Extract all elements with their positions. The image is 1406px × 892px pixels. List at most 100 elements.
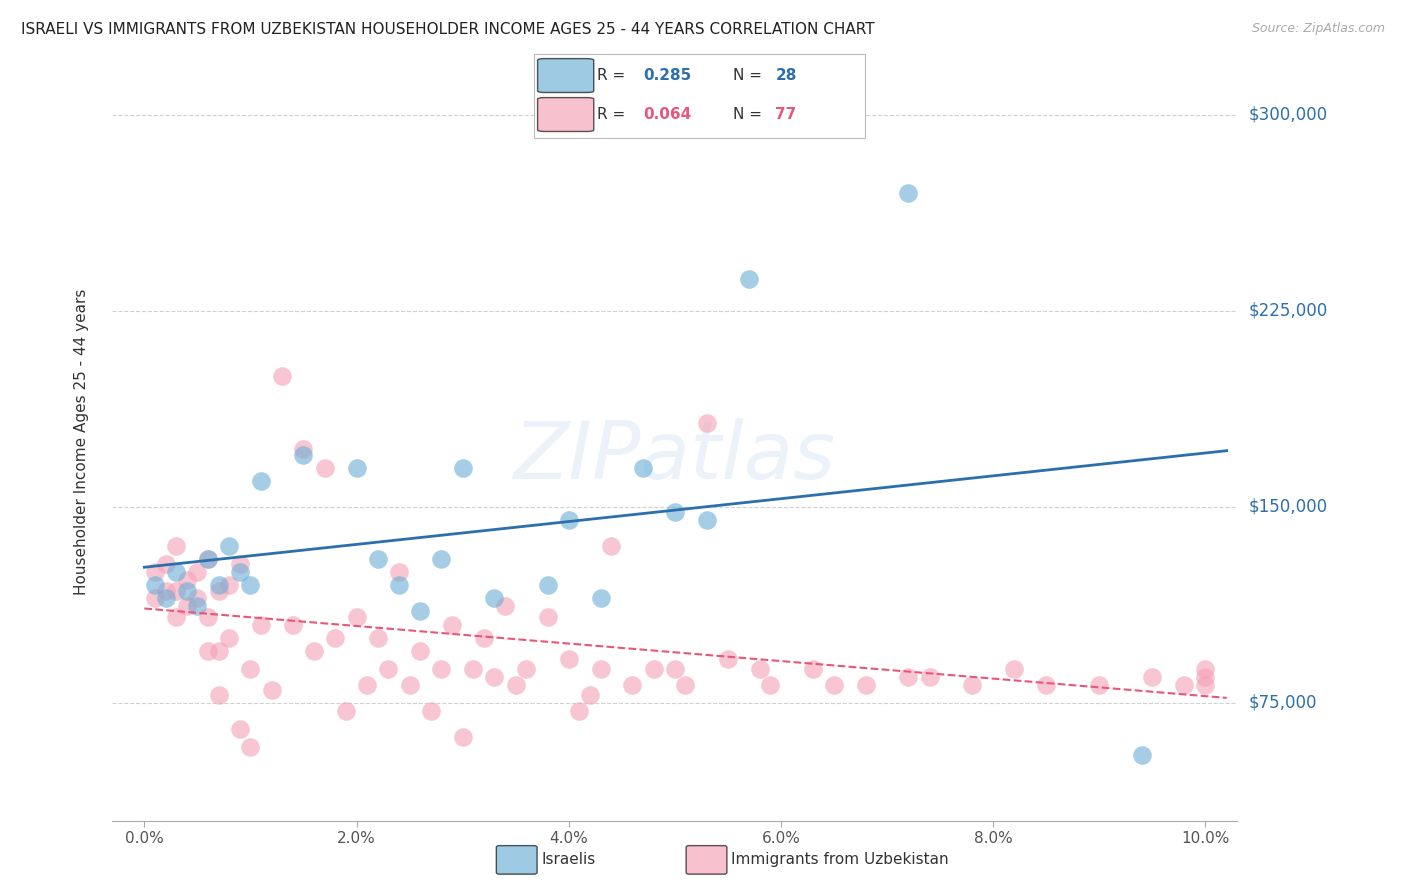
Point bbox=[717, 651, 740, 665]
Point bbox=[165, 583, 187, 598]
Y-axis label: Householder Income Ages 25 - 44 years: Householder Income Ages 25 - 44 years bbox=[75, 288, 89, 595]
Point bbox=[292, 442, 315, 457]
Point bbox=[823, 678, 845, 692]
Point bbox=[229, 558, 252, 572]
Point bbox=[367, 631, 389, 645]
Point bbox=[292, 448, 315, 462]
Point bbox=[186, 599, 208, 614]
Point bbox=[419, 704, 441, 718]
Point bbox=[197, 643, 219, 657]
Point bbox=[738, 272, 761, 286]
Point bbox=[536, 609, 558, 624]
Point bbox=[664, 505, 686, 519]
Point bbox=[176, 599, 198, 614]
Point bbox=[346, 460, 368, 475]
Point bbox=[960, 678, 983, 692]
Point bbox=[463, 662, 485, 676]
Text: N =: N = bbox=[733, 68, 766, 83]
Point bbox=[1035, 678, 1057, 692]
Point bbox=[621, 678, 644, 692]
Point bbox=[207, 578, 229, 592]
Point bbox=[897, 186, 920, 201]
Point bbox=[505, 678, 527, 692]
Point bbox=[472, 631, 495, 645]
Point bbox=[643, 662, 665, 676]
Point bbox=[314, 460, 336, 475]
Text: $225,000: $225,000 bbox=[1249, 301, 1327, 320]
Point bbox=[579, 688, 602, 702]
Point bbox=[1142, 670, 1164, 684]
Point bbox=[748, 662, 770, 676]
Point bbox=[494, 599, 516, 614]
Point bbox=[323, 631, 346, 645]
Point bbox=[664, 662, 686, 676]
Point bbox=[143, 566, 166, 580]
Point bbox=[631, 460, 654, 475]
Point bbox=[229, 566, 252, 580]
Point bbox=[1194, 670, 1216, 684]
Point bbox=[801, 662, 824, 676]
Point bbox=[155, 583, 177, 598]
Point bbox=[430, 552, 453, 566]
Point bbox=[356, 678, 378, 692]
Point bbox=[176, 573, 198, 587]
Point bbox=[1194, 678, 1216, 692]
Point bbox=[250, 474, 273, 488]
Point bbox=[186, 566, 208, 580]
Point bbox=[558, 513, 581, 527]
Point bbox=[759, 678, 782, 692]
Text: N =: N = bbox=[733, 107, 766, 122]
Point bbox=[207, 643, 229, 657]
Point bbox=[377, 662, 399, 676]
Point bbox=[271, 369, 294, 384]
Text: 77: 77 bbox=[776, 107, 797, 122]
Point bbox=[484, 670, 506, 684]
Point bbox=[197, 609, 219, 624]
Text: $75,000: $75,000 bbox=[1249, 694, 1317, 712]
Point bbox=[1088, 678, 1111, 692]
Point bbox=[197, 552, 219, 566]
FancyBboxPatch shape bbox=[537, 97, 593, 131]
Point bbox=[409, 605, 432, 619]
Point bbox=[484, 591, 506, 606]
Point bbox=[186, 591, 208, 606]
Point bbox=[918, 670, 941, 684]
Point bbox=[855, 678, 877, 692]
Text: R =: R = bbox=[598, 68, 630, 83]
Point bbox=[1130, 748, 1153, 763]
Point bbox=[335, 704, 357, 718]
Text: $300,000: $300,000 bbox=[1249, 106, 1327, 124]
Point bbox=[218, 631, 240, 645]
Point bbox=[218, 539, 240, 553]
Text: Israelis: Israelis bbox=[541, 853, 596, 867]
Text: Source: ZipAtlas.com: Source: ZipAtlas.com bbox=[1251, 22, 1385, 36]
Point bbox=[451, 730, 474, 744]
Point bbox=[589, 591, 612, 606]
Point bbox=[239, 740, 262, 755]
Point bbox=[207, 583, 229, 598]
Point bbox=[388, 566, 411, 580]
Point bbox=[536, 578, 558, 592]
Point bbox=[143, 591, 166, 606]
Point bbox=[398, 678, 420, 692]
Point bbox=[155, 558, 177, 572]
Point bbox=[388, 578, 411, 592]
Point bbox=[1194, 662, 1216, 676]
Point bbox=[302, 643, 325, 657]
Point bbox=[218, 578, 240, 592]
Point bbox=[250, 617, 273, 632]
Point bbox=[589, 662, 612, 676]
Text: R =: R = bbox=[598, 107, 630, 122]
Text: 0.064: 0.064 bbox=[644, 107, 692, 122]
Point bbox=[143, 578, 166, 592]
Point bbox=[176, 583, 198, 598]
Point bbox=[451, 460, 474, 475]
Text: ISRAELI VS IMMIGRANTS FROM UZBEKISTAN HOUSEHOLDER INCOME AGES 25 - 44 YEARS CORR: ISRAELI VS IMMIGRANTS FROM UZBEKISTAN HO… bbox=[21, 22, 875, 37]
Text: 28: 28 bbox=[776, 68, 797, 83]
Point bbox=[558, 651, 581, 665]
Text: $150,000: $150,000 bbox=[1249, 498, 1327, 516]
FancyBboxPatch shape bbox=[537, 59, 593, 93]
Point bbox=[165, 566, 187, 580]
Point bbox=[260, 682, 283, 697]
Point bbox=[675, 678, 697, 692]
